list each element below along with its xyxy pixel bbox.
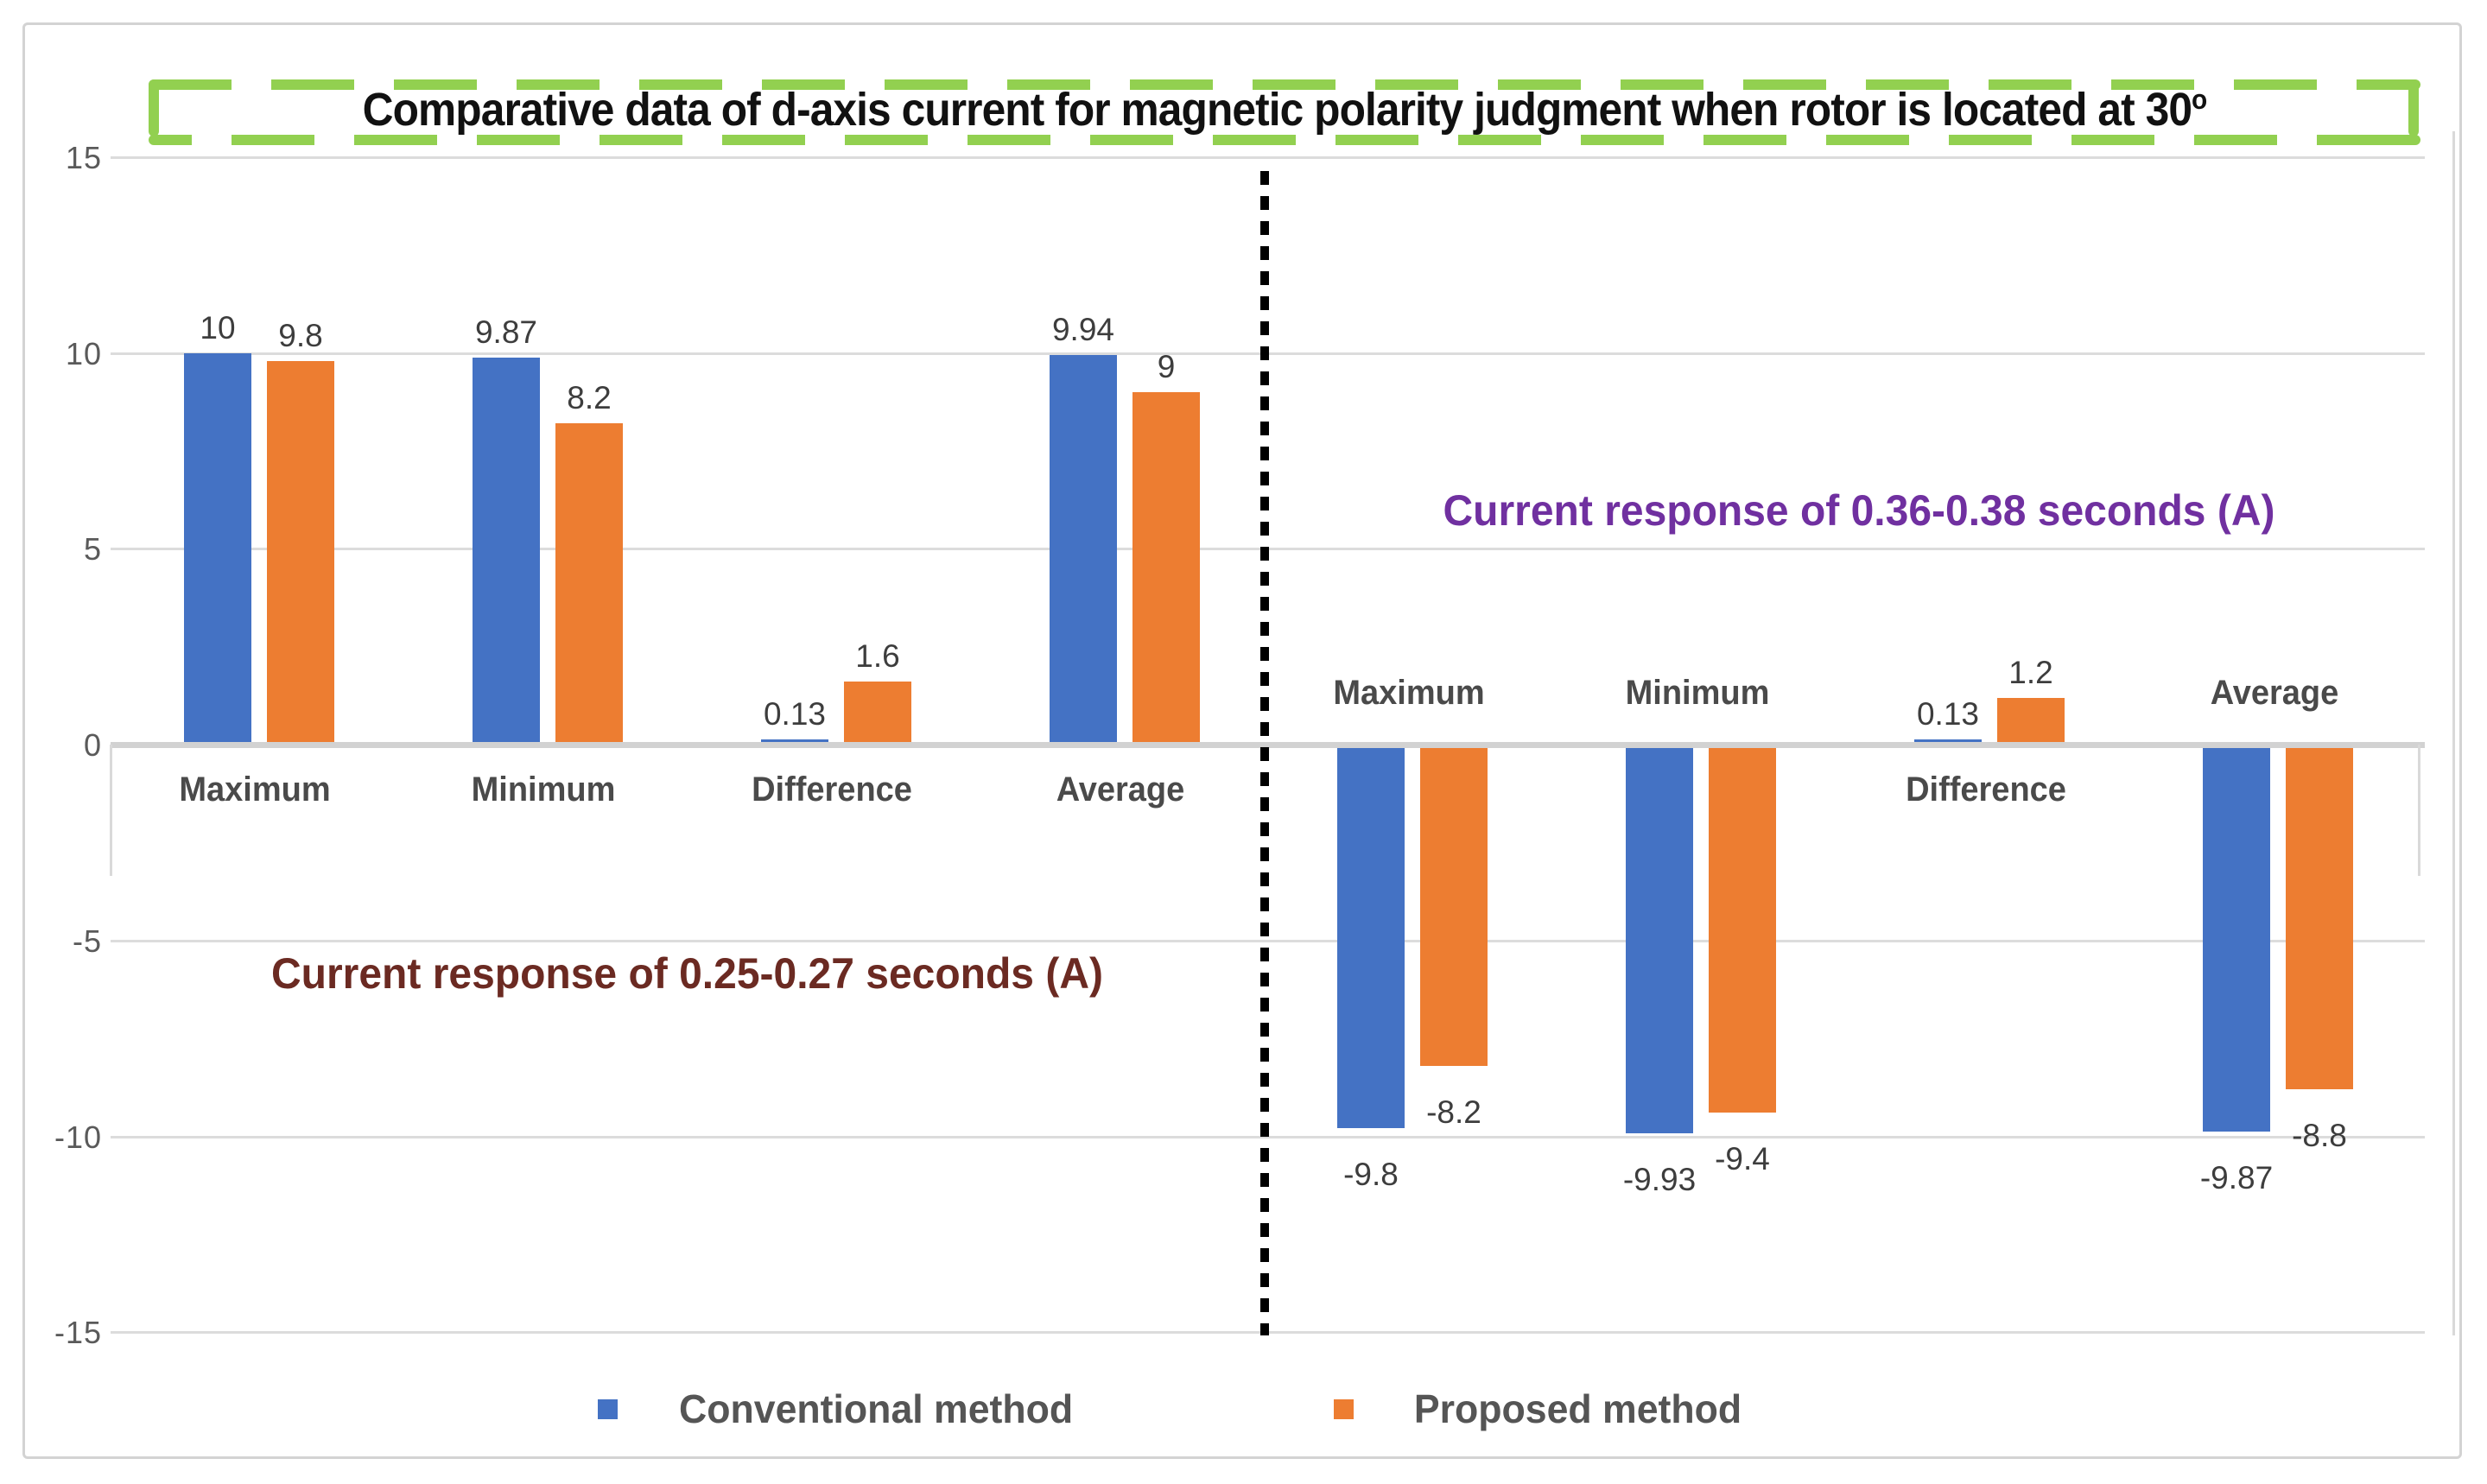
legend-swatch-conventional <box>598 1398 618 1419</box>
y-axis-tick-label: -15 <box>54 1315 102 1351</box>
data-label-conventional-average: 9.94 <box>1051 312 1114 348</box>
legend-label-conventional: Conventional method <box>679 1386 1074 1431</box>
bar-proposed-maximum <box>267 360 334 745</box>
y-axis-tick-label: 15 <box>65 139 102 175</box>
section-divider-dotted-line <box>1260 171 1269 1335</box>
y-axis-tick-label: -5 <box>72 923 102 959</box>
bar-conventional-minimum <box>473 358 540 745</box>
chart-title-superscript: o <box>2192 84 2207 115</box>
subtitle-right-time-window: Current response of 0.36-0.38 seconds (A… <box>1443 486 2275 535</box>
data-label-proposed-average: 9 <box>1157 348 1176 384</box>
y-axis-tick-label: 10 <box>65 335 102 371</box>
chart-title-text: Comparative data of d-axis current for m… <box>362 84 2192 136</box>
title-border-left-dash <box>149 79 159 136</box>
plot-right-border <box>2452 131 2455 1335</box>
chart-title: Comparative data of d-axis current for m… <box>239 83 2330 136</box>
bar-conventional-average <box>2203 745 2270 1132</box>
data-label-proposed-maximum: 9.8 <box>278 317 323 353</box>
category-label-difference: Difference <box>1906 771 2066 809</box>
data-label-proposed-minimum: 8.2 <box>567 380 612 416</box>
data-label-proposed-maximum: -8.2 <box>1426 1094 1481 1130</box>
data-label-proposed-minimum: -9.4 <box>1715 1141 1770 1177</box>
data-label-proposed-difference: 1.6 <box>855 638 900 675</box>
title-border-top-dashes <box>149 79 2420 90</box>
bar-proposed-minimum <box>1709 745 1776 1113</box>
title-box: Comparative data of d-axis current for m… <box>149 74 2420 147</box>
data-label-proposed-average: -8.8 <box>2292 1118 2347 1154</box>
legend-label-proposed: Proposed method <box>1413 1386 1742 1431</box>
axis-stub-left <box>110 745 112 876</box>
category-label-minimum: Minimum <box>471 771 616 809</box>
category-label-maximum: Maximum <box>179 771 331 809</box>
title-border-bottom-dashes <box>149 135 2420 145</box>
category-label-maximum: Maximum <box>1333 674 1485 712</box>
bar-conventional-maximum <box>1337 745 1405 1129</box>
y-axis-tick-label: -10 <box>54 1119 102 1155</box>
bar-proposed-difference <box>1997 697 2065 745</box>
bar-proposed-maximum <box>1420 745 1488 1066</box>
data-label-conventional-maximum: 10 <box>200 309 236 346</box>
title-border-right-dash <box>2408 79 2419 136</box>
bar-proposed-average <box>2286 745 2353 1090</box>
subtitle-left-time-window: Current response of 0.25-0.27 seconds (A… <box>271 949 1103 998</box>
data-label-conventional-average: -9.87 <box>2199 1159 2274 1195</box>
category-label-minimum: Minimum <box>1625 674 1770 712</box>
data-label-conventional-difference: 0.13 <box>1916 696 1979 732</box>
axis-stub-right <box>2418 745 2420 876</box>
bar-proposed-average <box>1132 391 1200 745</box>
data-label-conventional-minimum: 9.87 <box>474 314 537 351</box>
category-label-average: Average <box>2210 674 2339 712</box>
chart-outer-border <box>22 22 2462 1459</box>
y-axis-tick-label: 0 <box>83 727 102 763</box>
bar-proposed-minimum <box>555 423 623 745</box>
bar-conventional-average <box>1050 355 1117 745</box>
legend-item-proposed: Proposed method <box>1334 1382 1747 1436</box>
bar-conventional-maximum <box>184 352 251 745</box>
bar-conventional-minimum <box>1626 745 1693 1134</box>
bar-proposed-difference <box>844 682 911 745</box>
y-axis-tick-label: 5 <box>83 531 102 568</box>
data-label-proposed-difference: 1.2 <box>2008 654 2053 690</box>
legend-swatch-proposed <box>1334 1398 1354 1419</box>
category-label-difference: Difference <box>752 771 912 809</box>
data-label-conventional-minimum: -9.93 <box>1622 1162 1697 1198</box>
legend-item-conventional: Conventional method <box>598 1382 1079 1436</box>
category-label-average: Average <box>1056 771 1185 809</box>
gridline-15 <box>111 155 2425 159</box>
data-label-conventional-difference: 0.13 <box>763 696 826 732</box>
data-label-conventional-maximum: -9.8 <box>1343 1157 1399 1193</box>
